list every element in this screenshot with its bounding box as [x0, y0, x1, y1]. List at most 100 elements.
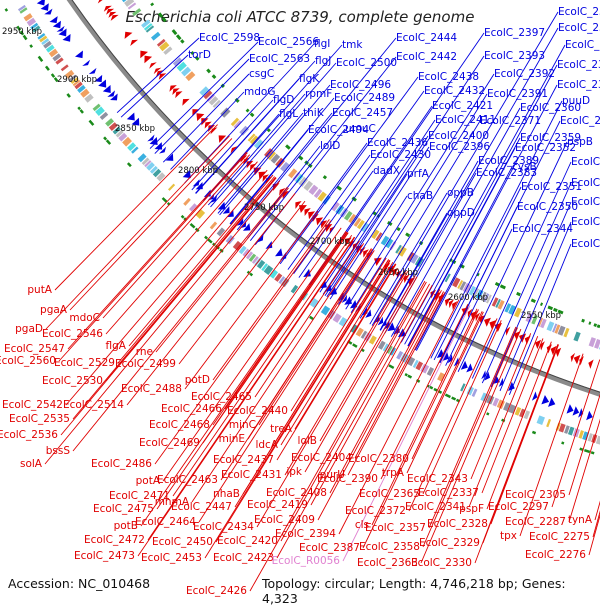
- forward-gene-label: EcolC_2346: [557, 59, 600, 71]
- cog-inner: [121, 0, 600, 350]
- forward-gene-label: EcolC_2421: [432, 100, 493, 112]
- reverse-gene-label-connector: [347, 292, 446, 476]
- reverse-gene-label-connector: [58, 152, 248, 362]
- forward-gene-label-connector: [499, 221, 572, 392]
- reverse-gene-label: tpx: [500, 530, 517, 542]
- forward-gene-label-connector: [191, 99, 274, 191]
- forward-gene-label: dadX: [373, 165, 400, 177]
- reverse-gene-label: EcolC_2463: [157, 474, 218, 486]
- forward-gene-label-connector: [170, 91, 245, 170]
- reverse-gene-label: EcolC_2546: [42, 328, 103, 340]
- reverse-gene-label: EcolC_2297: [488, 501, 549, 513]
- reverse-gene-label: EcolC_2330: [411, 557, 472, 569]
- forward-gene-label: oppD: [447, 207, 475, 219]
- reverse-gene-label-connector: [212, 219, 330, 381]
- reverse-gene-label-connector: [420, 328, 522, 564]
- forward-gene-label: EcolC_2442: [396, 51, 457, 63]
- forward-gene-label-connector: [203, 44, 343, 201]
- reverse-gene-label: EcolC_2328: [427, 518, 488, 530]
- reverse-gene-label: EcolC_2409: [254, 514, 315, 526]
- reverse-gene-label-connector: [102, 154, 251, 319]
- topology-text: Topology: circular; Length: 4,746,218 bp…: [262, 576, 566, 606]
- scale-label: 2700 kbp: [310, 237, 350, 247]
- reverse-gene-label: EcolC_2488: [121, 383, 182, 395]
- reverse-gene-label: potD: [185, 374, 210, 386]
- reverse-gene-label: EcolC_2514: [63, 399, 124, 411]
- reverse-gene-label-connector: [60, 177, 277, 436]
- reverse-gene-label-connector: [249, 280, 426, 592]
- forward-gene-label: EcolC_2344: [512, 223, 573, 235]
- forward-gene-label: EcolC_2389: [478, 155, 539, 167]
- reverse-gene-label: EcolC_2337: [418, 487, 479, 499]
- rna-gene-label: EcolC_R0056: [272, 555, 341, 567]
- forward-gene-label: mdoG: [244, 86, 275, 98]
- reverse-gene-label: EcolC_2536: [0, 429, 58, 441]
- forward-gene-label: EcolC_2315: [571, 156, 600, 168]
- label-connectors: [44, 11, 600, 592]
- forward-gene-label: flgD: [273, 94, 294, 106]
- forward-gene-label-connector: [359, 120, 481, 319]
- forward-gene-label: cysB: [512, 161, 537, 173]
- forward-gene-label-connector: [298, 170, 374, 278]
- reverse-gene-label: EcolC_2547: [4, 343, 65, 355]
- forward-gene-label: chaB: [407, 190, 433, 202]
- reverse-gene-label: EcolC_2363: [357, 557, 418, 569]
- reverse-gene-label-connector: [254, 240, 360, 398]
- forward-gene-label-connector: [490, 201, 572, 388]
- reverse-gene-label: EcolC_2394: [275, 528, 336, 540]
- reverse-gene-label: EcolC_2530: [42, 375, 103, 387]
- reverse-gene-label: EcolC_2453: [141, 552, 202, 564]
- reverse-gene-label-connector: [220, 248, 372, 481]
- forward-gene-label-connector: [230, 129, 309, 225]
- forward-gene-label-connector: [379, 212, 448, 331]
- reverse-gene-label-connector: [69, 138, 233, 311]
- forward-gene-label-connector: [293, 90, 425, 275]
- reverse-gene-label-connector: [294, 263, 396, 430]
- forward-gene-label: EcolC_2489: [334, 92, 395, 104]
- reverse-gene-label: EcolC_2287: [505, 516, 566, 528]
- reverse-gene-label: EcolC_2472: [84, 534, 145, 546]
- forward-gene-label: EcolC_2457: [332, 107, 393, 119]
- map-title: Escherichia coli ATCC 8739, complete gen…: [125, 8, 475, 26]
- reverse-genes: [97, 0, 594, 369]
- forward-gene-label: flgK: [299, 73, 320, 85]
- reverse-gene-label-connector: [154, 220, 332, 465]
- reverse-gene-label: EcolC_2475: [93, 503, 154, 515]
- forward-gene-label-connector: [350, 93, 488, 313]
- forward-gene-label: EcolC_2371: [480, 115, 541, 127]
- reverse-gene-label: EcolC_2404: [291, 452, 352, 464]
- scale-label: 2650 kbp: [378, 268, 418, 278]
- reverse-gene-label: rne: [136, 346, 153, 358]
- forward-gene-label: EcolC_2356: [558, 6, 600, 18]
- reverse-gene-label-connector: [256, 270, 409, 528]
- reverse-gene-label-connector: [588, 513, 600, 556]
- forward-gene-label: EcolC_2391: [487, 88, 548, 100]
- reverse-gene-label: EcolC_2434: [193, 521, 254, 533]
- forward-gene-label: EcolC_2345: [557, 79, 600, 91]
- forward-gene-label-connector: [390, 107, 521, 337]
- reverse-gene-label: EcolC_2447: [171, 501, 232, 513]
- reverse-gene-label-connector: [280, 261, 394, 446]
- reverse-gene-label: bssS: [46, 445, 71, 457]
- reverse-gene-label-connector: [490, 344, 560, 525]
- reverse-gene-label-connector: [317, 290, 442, 521]
- reverse-gene-label-connector: [276, 263, 397, 461]
- forward-gene-label-connector: [345, 73, 495, 310]
- reverse-gene-label-connector: [371, 308, 478, 526]
- forward-gene-label: EcolC_2348: [558, 22, 600, 34]
- reverse-gene-label-connector: [408, 318, 498, 512]
- forward-gene-label-connector: [371, 11, 559, 326]
- forward-gene-label-connector: [404, 64, 558, 345]
- forward-gene-label-connector: [236, 112, 333, 231]
- reverse-gene-label-connector: [162, 227, 342, 482]
- reverse-gene-label: EcolC_2468: [149, 419, 210, 431]
- reverse-gene-label: EcolC_2486: [91, 458, 152, 470]
- reverse-gene-label-connector: [481, 338, 544, 494]
- scale-labels: 2950 kbp 2900 kbp 2850 kbp 2800 kbp 2750 kbp…: [2, 27, 561, 321]
- forward-gene-label: thiK: [303, 107, 325, 119]
- scale-label: 2850 kbp: [115, 124, 155, 134]
- forward-gene-label-connector: [324, 55, 485, 296]
- forward-gene-label: EcolC_2400: [428, 130, 489, 142]
- forward-gene-label-connector: [195, 78, 300, 194]
